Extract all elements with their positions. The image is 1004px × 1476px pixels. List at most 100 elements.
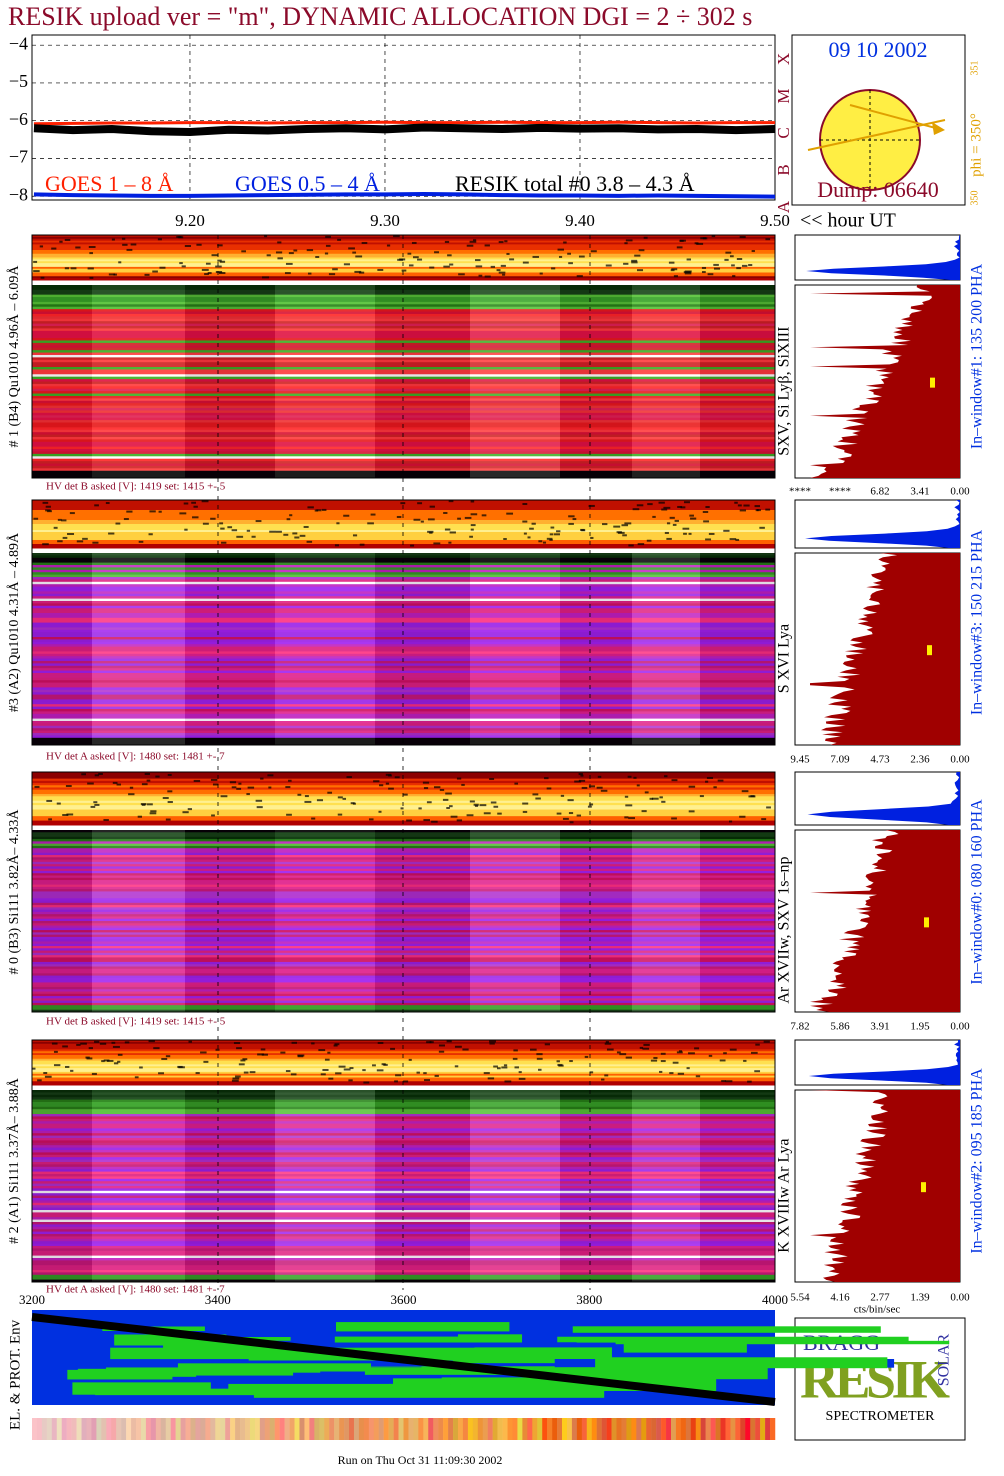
- spectrum-speckle: [158, 1072, 165, 1075]
- spectrum-stripe: [32, 1058, 775, 1062]
- hist-large: [810, 830, 960, 1012]
- spectrum-speckle: [92, 541, 99, 544]
- spectrum-speckle: [747, 1080, 752, 1083]
- line-label: S XVI Lya: [776, 624, 793, 693]
- spectrum-stripe: [32, 560, 775, 564]
- spectrum-stripe: [32, 285, 775, 288]
- spectrum-stripe: [32, 429, 775, 433]
- spectrum-speckle: [275, 251, 283, 254]
- spectrum-speckle: [241, 250, 246, 253]
- spectrum-speckle: [335, 1072, 342, 1075]
- spectrum-speckle: [210, 778, 218, 781]
- spectrum-stripe: [32, 1056, 775, 1060]
- footer: Run on Thu Oct 31 11:09:30 2002: [338, 1453, 503, 1467]
- spectrum-speckle: [500, 264, 506, 267]
- spectrum-speckle: [94, 504, 99, 507]
- spectrum-speckle: [144, 273, 150, 276]
- spectrum-stripe: [32, 893, 775, 897]
- spectrum-speckle: [522, 261, 529, 264]
- spectrum-stripe: [32, 1162, 775, 1165]
- hist-marker: [927, 645, 932, 656]
- spectrum-column: [700, 553, 775, 745]
- spectrum-speckle: [690, 517, 697, 520]
- spectrum-stripe: [32, 629, 775, 633]
- spectrum-stripe: [32, 1049, 775, 1052]
- spectrum-speckle: [158, 510, 162, 513]
- spectrum-speckle: [303, 525, 309, 528]
- spectrum-speckle: [202, 522, 209, 525]
- spectrum-speckle: [140, 803, 147, 806]
- spectrum-speckle: [233, 1042, 241, 1045]
- spectrum-stripe: [32, 386, 775, 390]
- env-colorbar: [453, 1418, 459, 1440]
- spectrum-column: [92, 553, 185, 745]
- spectrum-speckle: [240, 1059, 246, 1062]
- spectrum-speckle: [39, 245, 44, 248]
- legend-entry: GOES 1 – 8 Å: [45, 171, 173, 196]
- spectrum-stripe: [32, 306, 775, 310]
- phi-label: phi = 350°: [968, 113, 984, 177]
- spectrum-stripe: [32, 1166, 775, 1170]
- spectrum-speckle: [705, 780, 709, 783]
- spectrum-speckle: [422, 781, 430, 784]
- spectrum-stripe: [32, 1195, 775, 1199]
- spectrum-stripe: [32, 263, 775, 266]
- spectrum-speckle: [458, 273, 465, 276]
- spectrum-speckle: [57, 518, 62, 521]
- spectrum-speckle: [493, 805, 499, 808]
- env-colorbar: [289, 1418, 295, 1440]
- env-stripe: [91, 1331, 458, 1337]
- env-colorbar: [344, 1418, 350, 1440]
- spectrum-stripe: [32, 613, 775, 616]
- spectrum-speckle: [669, 1072, 674, 1075]
- spectrum-speckle: [535, 797, 541, 800]
- spectrum-stripe: [32, 1071, 775, 1075]
- spectrum-speckle: [117, 1053, 123, 1056]
- spectrum-stripe: [32, 1202, 775, 1206]
- spectrum-stripe: [32, 1260, 775, 1264]
- spectrum-speckle: [337, 813, 343, 816]
- spectrum-speckle: [551, 267, 556, 270]
- spectrum-stripe: [32, 925, 775, 929]
- env-tick-label: 3400: [205, 1292, 231, 1307]
- env-colorbar: [472, 1418, 479, 1440]
- spectrum-stripe: [32, 251, 775, 255]
- spectrum-speckle: [37, 1079, 42, 1082]
- hist-tick-label: 0.00: [950, 754, 970, 766]
- spectrum-speckle: [219, 522, 224, 525]
- spectrum-stripe: [32, 682, 775, 686]
- spectrum-speckle: [732, 275, 736, 278]
- spectrum-stripe: [32, 1255, 775, 1259]
- spectrum-stripe: [32, 1041, 775, 1045]
- spectrum-column: [92, 1090, 185, 1282]
- spectrum-stripe: [32, 923, 775, 927]
- spectrum-speckle: [729, 1048, 737, 1051]
- spectrum-stripe: [32, 253, 775, 257]
- spectrum-speckle: [307, 506, 314, 509]
- spectrum-stripe: [32, 742, 775, 746]
- env-colorbar: [121, 1418, 127, 1440]
- spectrum-stripe: [32, 359, 775, 363]
- panel-frame: [31, 771, 776, 1013]
- spectrum-stripe: [32, 934, 775, 938]
- spectrum-speckle: [149, 812, 157, 815]
- spectrum-stripe: [32, 410, 775, 414]
- env-colorbar: [358, 1418, 365, 1440]
- spectrum-speckle: [490, 801, 497, 804]
- spectrum-speckle: [297, 793, 302, 796]
- spectrum-stripe: [32, 354, 775, 358]
- spectrum-speckle: [333, 1044, 338, 1047]
- spectrum-stripe: [32, 1246, 775, 1249]
- spectrum-speckle: [195, 1072, 200, 1075]
- spectrum-stripe: [32, 1183, 775, 1187]
- spectrum-speckle: [707, 273, 714, 276]
- spectrum-column: [32, 1090, 92, 1282]
- spectrum-speckle: [390, 1047, 396, 1050]
- spectrum-stripe: [32, 772, 775, 775]
- spectrum-speckle: [556, 1060, 560, 1063]
- spectrum-speckle: [82, 537, 88, 540]
- spectrum-speckle: [684, 270, 692, 273]
- spectrum-stripe: [32, 711, 775, 715]
- spectrum-speckle: [148, 533, 153, 536]
- spectrum-speckle: [307, 272, 312, 275]
